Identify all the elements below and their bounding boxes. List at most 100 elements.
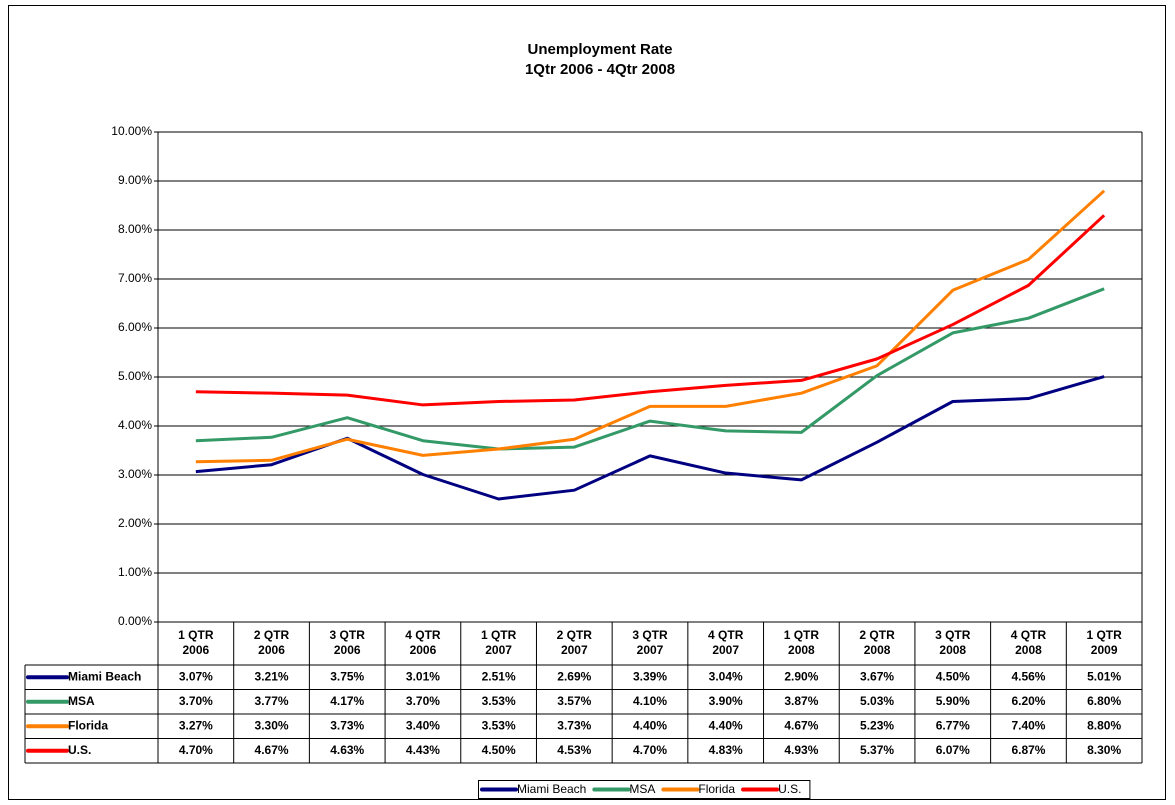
table-value: 4.40% xyxy=(709,718,743,732)
table-value: 6.20% xyxy=(1011,694,1045,708)
table-value: 3.57% xyxy=(557,694,591,708)
table-value: 3.30% xyxy=(255,718,289,732)
x-tick-label: 1 QTR xyxy=(1086,628,1122,642)
x-tick-label: 2006 xyxy=(182,643,209,657)
x-tick-label: 2008 xyxy=(864,643,891,657)
y-tick-label: 10.00% xyxy=(111,124,152,138)
x-tick-label: 2007 xyxy=(712,643,739,657)
table-value: 4.50% xyxy=(482,743,516,757)
table-value: 3.77% xyxy=(255,694,289,708)
x-tick-label: 2007 xyxy=(485,643,512,657)
table-series-name: MSA xyxy=(68,694,95,708)
table-series-name: Florida xyxy=(68,718,108,732)
table-value: 4.17% xyxy=(330,694,364,708)
table-value: 4.56% xyxy=(1011,669,1045,683)
y-tick-label: 7.00% xyxy=(118,271,152,285)
table-value: 3.73% xyxy=(330,718,364,732)
table-value: 4.70% xyxy=(633,743,667,757)
table-value: 3.21% xyxy=(255,669,289,683)
table-value: 4.93% xyxy=(784,743,818,757)
series-line xyxy=(195,287,1105,451)
x-tick-label: 1 QTR xyxy=(784,628,820,642)
x-tick-label: 2 QTR xyxy=(254,628,290,642)
table-value: 3.04% xyxy=(709,669,743,683)
table-value: 3.73% xyxy=(557,718,591,732)
legend-label: Florida xyxy=(698,782,735,796)
x-tick-label: 3 QTR xyxy=(935,628,971,642)
chart-subtitle: 1Qtr 2006 - 4Qtr 2008 xyxy=(525,61,675,78)
y-tick-label: 5.00% xyxy=(118,369,152,383)
table-value: 3.87% xyxy=(784,694,818,708)
table-value: 3.27% xyxy=(179,718,213,732)
y-tick-label: 0.00% xyxy=(118,614,152,628)
y-tick-label: 3.00% xyxy=(118,467,152,481)
x-tick-label: 2009 xyxy=(1091,643,1118,657)
series-line xyxy=(195,214,1106,407)
x-tick-label: 4 QTR xyxy=(1011,628,1047,642)
x-tick-label: 1 QTR xyxy=(481,628,517,642)
table-value: 6.77% xyxy=(936,718,970,732)
table-value: 2.51% xyxy=(482,669,516,683)
x-tick-label: 3 QTR xyxy=(330,628,366,642)
y-tick-label: 2.00% xyxy=(118,516,152,530)
table-value: 6.80% xyxy=(1087,694,1121,708)
y-tick-label: 1.00% xyxy=(118,565,152,579)
legend-label: Miami Beach xyxy=(517,782,586,796)
table-value: 3.70% xyxy=(406,694,440,708)
table-value: 6.07% xyxy=(936,743,970,757)
table-value: 4.70% xyxy=(179,743,213,757)
x-tick-label: 2 QTR xyxy=(859,628,895,642)
x-tick-label: 4 QTR xyxy=(405,628,441,642)
y-tick-label: 4.00% xyxy=(118,418,152,432)
legend-label: U.S. xyxy=(778,782,801,796)
table-value: 3.01% xyxy=(406,669,440,683)
chart-title: Unemployment Rate xyxy=(527,41,672,58)
x-tick-label: 3 QTR xyxy=(632,628,668,642)
table-value: 8.80% xyxy=(1087,718,1121,732)
table-value: 3.70% xyxy=(179,694,213,708)
x-tick-label: 2006 xyxy=(334,643,361,657)
x-tick-label: 2007 xyxy=(561,643,588,657)
table-value: 5.01% xyxy=(1087,669,1121,683)
table-value: 3.40% xyxy=(406,718,440,732)
series-line xyxy=(195,189,1106,464)
legend-box xyxy=(478,780,811,799)
chart-border xyxy=(8,5,1166,800)
x-tick-label: 2008 xyxy=(939,643,966,657)
table-value: 3.53% xyxy=(482,694,516,708)
x-tick-label: 2008 xyxy=(1015,643,1042,657)
y-tick-label: 6.00% xyxy=(118,320,152,334)
x-tick-label: 1 QTR xyxy=(178,628,214,642)
x-tick-label: 2007 xyxy=(637,643,664,657)
x-tick-label: 2006 xyxy=(410,643,437,657)
table-value: 2.69% xyxy=(557,669,591,683)
table-value: 4.50% xyxy=(936,669,970,683)
x-tick-label: 4 QTR xyxy=(708,628,744,642)
table-value: 6.87% xyxy=(1011,743,1045,757)
table-series-name: Miami Beach xyxy=(68,669,141,683)
table-value: 5.03% xyxy=(860,694,894,708)
table-value: 4.67% xyxy=(255,743,289,757)
x-tick-label: 2 QTR xyxy=(557,628,593,642)
table-value: 5.90% xyxy=(936,694,970,708)
table-value: 4.63% xyxy=(330,743,364,757)
table-value: 3.90% xyxy=(709,694,743,708)
table-value: 4.53% xyxy=(557,743,591,757)
table-value: 7.40% xyxy=(1011,718,1045,732)
table-value: 5.23% xyxy=(860,718,894,732)
y-tick-label: 9.00% xyxy=(118,173,152,187)
table-value: 3.39% xyxy=(633,669,667,683)
table-value: 3.53% xyxy=(482,718,516,732)
table-value: 3.07% xyxy=(179,669,213,683)
x-tick-label: 2006 xyxy=(258,643,285,657)
legend-label: MSA xyxy=(629,782,655,796)
y-tick-label: 8.00% xyxy=(118,222,152,236)
x-tick-label: 2008 xyxy=(788,643,815,657)
table-series-name: U.S. xyxy=(68,743,91,757)
table-value: 4.67% xyxy=(784,718,818,732)
table-value: 4.40% xyxy=(633,718,667,732)
table-value: 8.30% xyxy=(1087,743,1121,757)
table-value: 3.67% xyxy=(860,669,894,683)
table-value: 5.37% xyxy=(860,743,894,757)
